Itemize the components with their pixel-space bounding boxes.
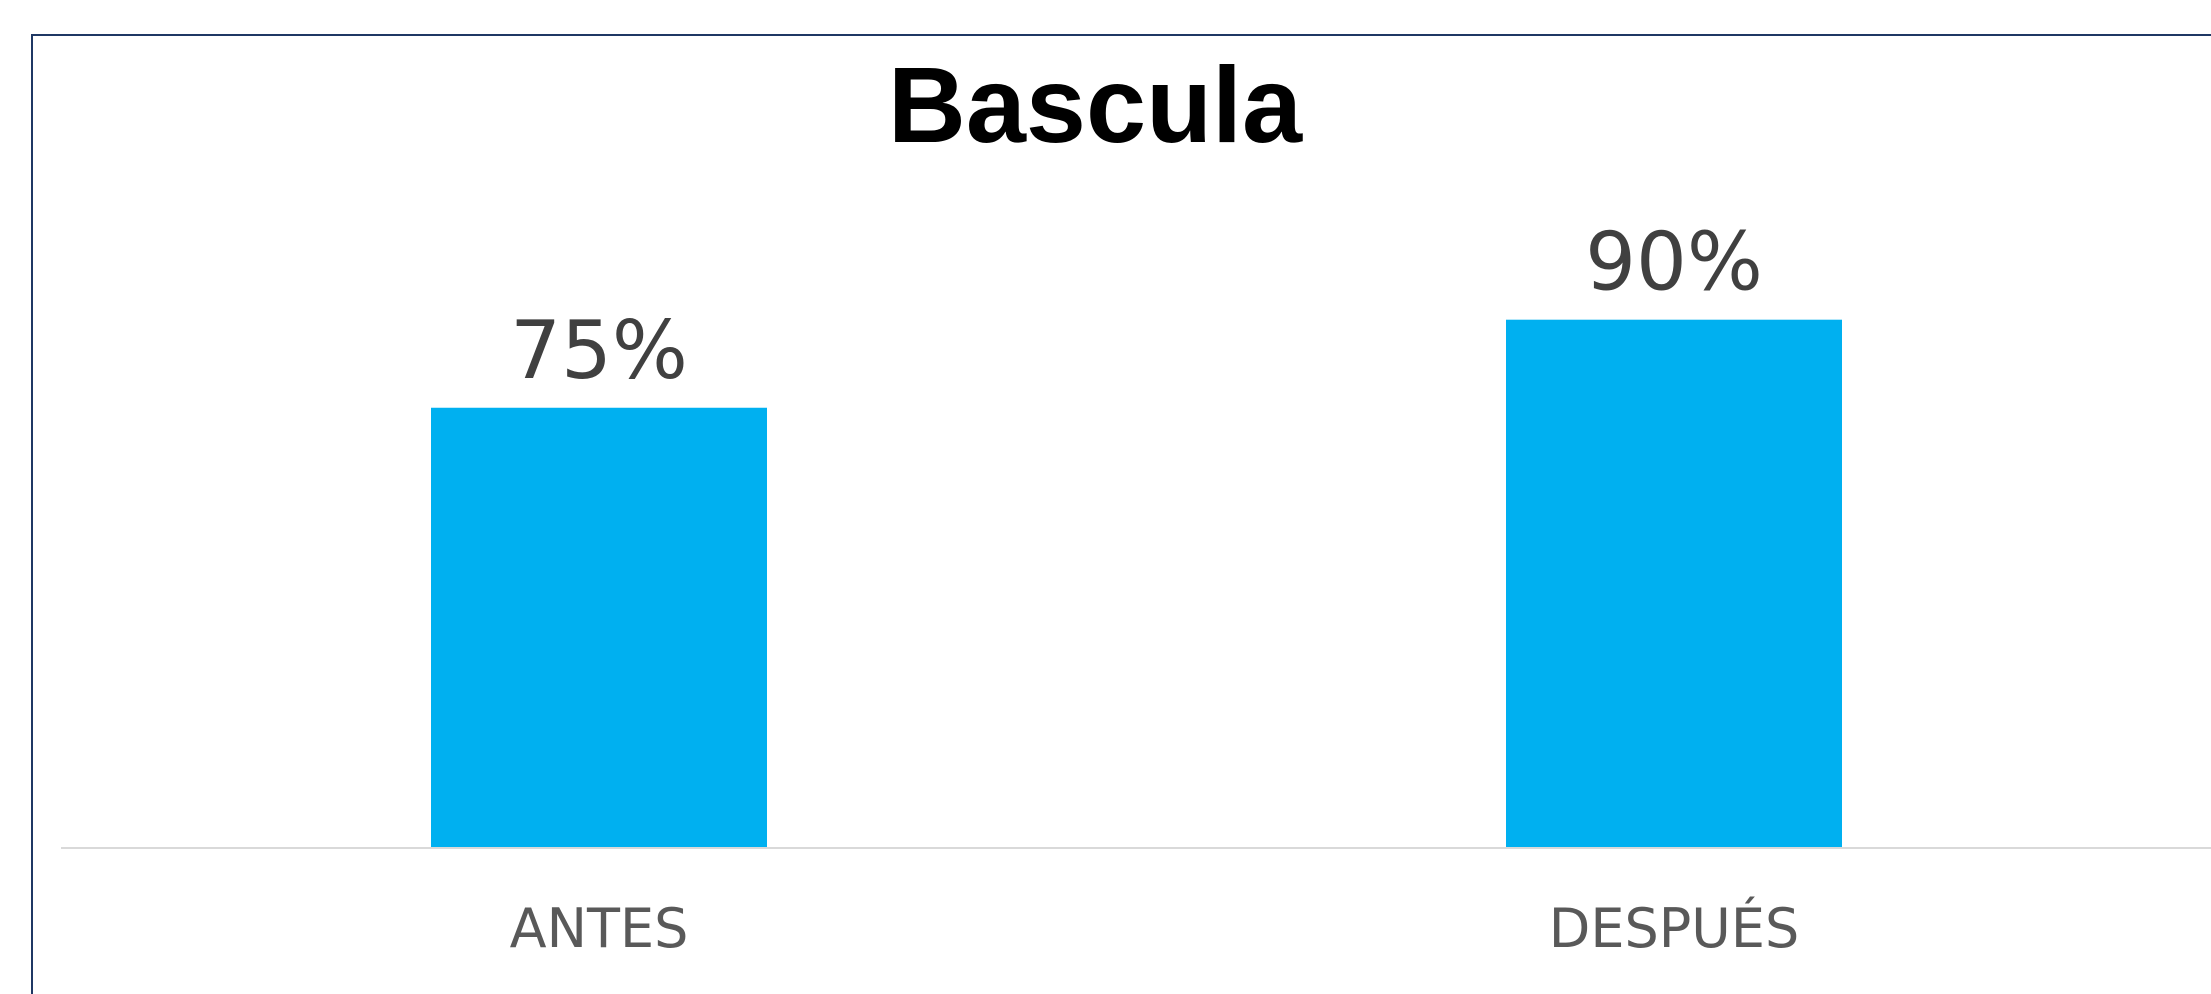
chart-title: Bascula <box>888 44 1303 165</box>
bar-despues <box>1506 319 1842 848</box>
category-label: ANTES <box>510 897 689 960</box>
bar-antes <box>431 407 767 848</box>
chart-frame <box>31 34 2211 994</box>
data-label: 75% <box>510 304 688 397</box>
bars-layer: 75% ANTES 90% DESPUÉS <box>431 216 1842 960</box>
category-label: DESPUÉS <box>1549 897 1799 960</box>
data-label: 90% <box>1585 216 1763 309</box>
